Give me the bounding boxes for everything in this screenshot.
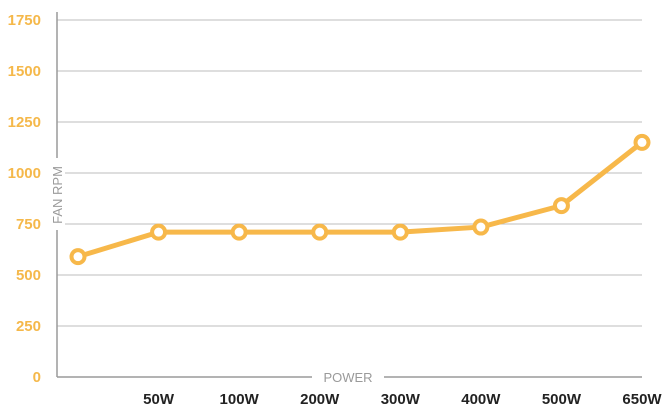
x-axis-label-background — [312, 370, 384, 386]
y-tick-1000: 1000 — [8, 165, 41, 182]
y-tick-1500: 1500 — [8, 63, 41, 80]
series-fan-rpm — [69, 133, 651, 266]
y-tick-labels: 0 250 500 750 1000 1250 1500 1750 — [8, 12, 41, 386]
series-line — [75, 139, 645, 260]
y-tick-250: 250 — [16, 318, 41, 335]
x-tick-200W: 200W — [300, 391, 340, 408]
y-tick-1750: 1750 — [8, 12, 41, 29]
data-point-5 — [472, 218, 490, 236]
grid-lines — [57, 19, 642, 327]
x-tick-labels: 50W 100W 200W 300W 400W 500W 650W — [143, 391, 662, 408]
y-axis-label-background — [50, 158, 65, 230]
data-point-0 — [69, 248, 87, 266]
y-tick-500: 500 — [16, 267, 41, 284]
x-tick-100W: 100W — [220, 391, 260, 408]
data-point-7 — [633, 133, 651, 151]
y-tick-0: 0 — [33, 369, 41, 386]
x-tick-50W: 50W — [143, 391, 175, 408]
y-axis-label: FAN RPM — [50, 166, 65, 224]
data-point-6 — [552, 197, 570, 215]
y-tick-750: 750 — [16, 216, 41, 233]
data-point-1 — [150, 223, 168, 241]
x-tick-400W: 400W — [461, 391, 501, 408]
x-tick-650W: 650W — [622, 391, 662, 408]
axes — [56, 12, 642, 378]
data-point-2 — [230, 223, 248, 241]
data-point-3 — [311, 223, 329, 241]
x-axis-label: POWER — [323, 370, 372, 385]
data-point-4 — [391, 223, 409, 241]
y-tick-1250: 1250 — [8, 114, 41, 131]
x-tick-300W: 300W — [381, 391, 421, 408]
x-tick-500W: 500W — [542, 391, 582, 408]
